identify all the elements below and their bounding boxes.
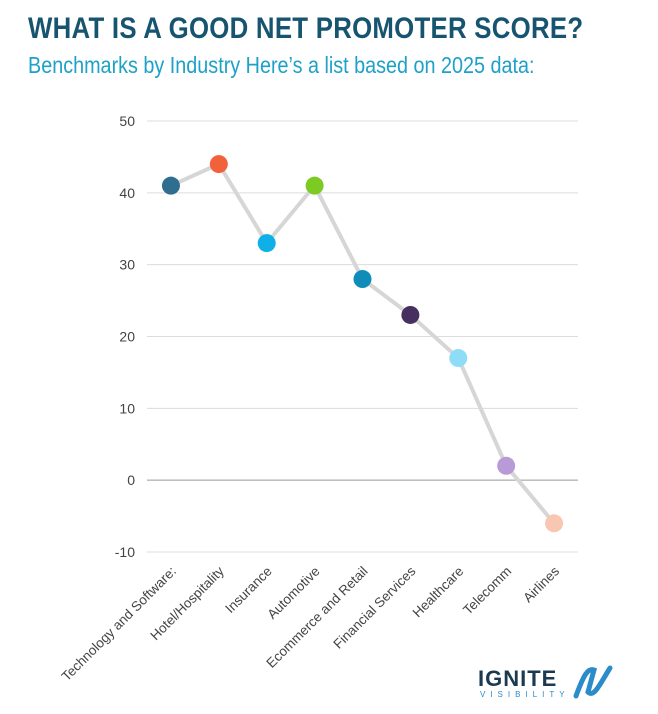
logo-subtext: VISIBILITY [480, 690, 570, 699]
data-point [305, 176, 324, 195]
data-point [497, 456, 516, 475]
data-point [353, 270, 372, 289]
ignite-visibility-logo: IGNITE VISIBILITY [478, 665, 618, 706]
x-tick-label: Airlines [520, 563, 562, 605]
y-tick-label: 20 [119, 329, 135, 345]
y-tick-label: 0 [127, 472, 135, 488]
chart-title: WHAT IS A GOOD NET PROMOTER SCORE? [28, 12, 584, 45]
y-tick-label: 40 [119, 185, 135, 201]
data-point [257, 234, 276, 253]
data-point [449, 349, 468, 368]
data-point [161, 176, 180, 195]
data-point [209, 155, 228, 174]
chart-subtitle: Benchmarks by Industry Here’s a list bas… [28, 52, 535, 78]
y-tick-label: -10 [115, 544, 135, 560]
logo-text: IGNITE [478, 666, 558, 691]
x-tick-label: Financial Services [330, 563, 418, 651]
series-line [170, 162, 556, 525]
data-point [545, 514, 564, 533]
logo-mark-icon [573, 665, 613, 699]
y-tick-label: 30 [119, 257, 135, 273]
data-point [401, 305, 420, 324]
y-tick-label: 50 [119, 113, 135, 129]
y-tick-label: 10 [119, 400, 135, 416]
x-tick-label: Healthcare [410, 564, 467, 621]
x-tick-label: Telecomm [460, 564, 514, 618]
